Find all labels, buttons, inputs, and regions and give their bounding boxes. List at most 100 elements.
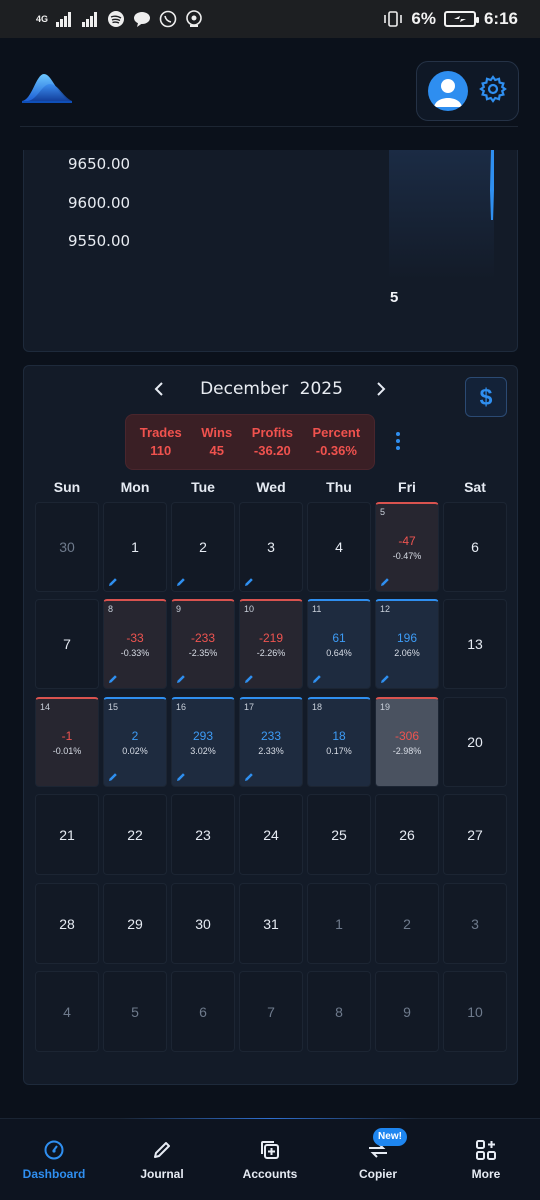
calendar-day[interactable]: 5 -47 -0.47% — [375, 502, 439, 592]
calendar-day[interactable]: 13 — [443, 599, 507, 689]
calendar-day[interactable]: 3 — [239, 502, 303, 592]
edit-pencil-icon[interactable] — [107, 672, 119, 684]
next-month-button[interactable] — [368, 376, 394, 402]
currency-toggle-button[interactable]: $ — [465, 377, 507, 417]
header-divider — [20, 126, 518, 127]
day-number: 6 — [471, 539, 479, 555]
nav-dashboard[interactable]: Dashboard — [14, 1139, 94, 1181]
calendar-day[interactable]: 11 61 0.64% — [307, 599, 371, 689]
edit-pencil-icon[interactable] — [379, 575, 391, 587]
edit-pencil-icon[interactable] — [175, 770, 187, 782]
day-number: 31 — [263, 915, 279, 932]
calendar-day[interactable]: 9 — [375, 971, 439, 1052]
chat-icon — [132, 10, 152, 28]
edit-pencil-icon[interactable] — [243, 672, 255, 684]
calendar-day[interactable]: 7 — [239, 971, 303, 1052]
calendar-day[interactable]: 9 -233 -2.35% — [171, 599, 235, 689]
day-number: 29 — [127, 915, 143, 932]
mountain-logo[interactable] — [22, 70, 72, 104]
day-pnl: 61 — [332, 631, 346, 645]
calendar-day[interactable]: 4 — [307, 502, 371, 592]
calendar-day[interactable]: 31 — [239, 883, 303, 964]
calendar-day[interactable]: 21 — [35, 794, 99, 875]
network-type: 4G — [36, 14, 49, 24]
calendar-day[interactable]: 1 — [307, 883, 371, 964]
stat-label: Profits — [251, 425, 293, 440]
calendar-day[interactable]: 8 -33 -0.33% — [103, 599, 167, 689]
app-icon — [184, 10, 204, 28]
day-number: 6 — [199, 1003, 207, 1020]
gear-icon[interactable] — [478, 74, 507, 108]
calendar-day[interactable]: 12 196 2.06% — [375, 599, 439, 689]
calendar-day[interactable]: 25 — [307, 794, 371, 875]
edit-pencil-icon[interactable] — [311, 672, 323, 684]
calendar-day[interactable]: 5 — [103, 971, 167, 1052]
calendar-day[interactable]: 20 — [443, 697, 507, 787]
calendar-day[interactable]: 6 — [171, 971, 235, 1052]
user-avatar-icon[interactable] — [428, 71, 469, 111]
day-number: 17 — [244, 702, 255, 712]
day-number: 11 — [312, 604, 322, 614]
day-percent: -2.98% — [392, 746, 422, 756]
edit-pencil-icon[interactable] — [175, 672, 187, 684]
calendar-day[interactable]: 8 — [307, 971, 371, 1052]
edit-pencil-icon[interactable] — [107, 770, 119, 782]
more-options-icon[interactable] — [394, 432, 402, 450]
day-number: 8 — [335, 1003, 343, 1020]
day-number: 3 — [267, 539, 275, 555]
calendar-day[interactable]: 2 — [171, 502, 235, 592]
calendar-day[interactable]: 30 — [35, 502, 99, 592]
nav-more[interactable]: More — [446, 1139, 526, 1181]
stat-label: Percent — [312, 425, 361, 440]
nav-journal[interactable]: Journal — [122, 1139, 202, 1181]
day-number: 10 — [244, 604, 255, 614]
calendar-day[interactable]: 10 — [443, 971, 507, 1052]
edit-pencil-icon[interactable] — [243, 575, 255, 587]
edit-pencil-icon[interactable] — [243, 770, 255, 782]
calendar-day[interactable]: 22 — [103, 794, 167, 875]
calendar-day[interactable]: 6 — [443, 502, 507, 592]
day-percent: -0.33% — [120, 648, 150, 658]
day-percent: -0.01% — [52, 746, 82, 756]
app-header — [0, 38, 540, 150]
calendar-day[interactable]: 29 — [103, 883, 167, 964]
day-pnl: -1 — [61, 729, 73, 743]
calendar-day[interactable]: 26 — [375, 794, 439, 875]
calendar-day[interactable]: 10 -219 -2.26% — [239, 599, 303, 689]
day-number: 24 — [263, 826, 279, 843]
calendar-day[interactable]: 19 -306 -2.98% — [375, 697, 439, 787]
calendar-day[interactable]: 23 — [171, 794, 235, 875]
day-number: 10 — [467, 1003, 483, 1020]
day-pnl: -233 — [190, 631, 216, 645]
day-number: 2 — [403, 915, 411, 932]
calendar-day[interactable]: 30 — [171, 883, 235, 964]
day-percent: -2.26% — [256, 648, 286, 658]
day-number: 1 — [131, 539, 139, 555]
edit-pencil-icon[interactable] — [379, 672, 391, 684]
day-percent: 2.06% — [394, 648, 420, 658]
day-number: 9 — [403, 1003, 411, 1020]
calendar-day[interactable]: 18 18 0.17% — [307, 697, 371, 787]
edit-pencil-icon[interactable] — [107, 575, 119, 587]
prev-month-button[interactable] — [146, 376, 172, 402]
new-badge: New! — [373, 1128, 407, 1146]
equity-chart: 9650.00 9600.00 9550.00 5 — [23, 150, 518, 352]
calendar-day[interactable]: 3 — [443, 883, 507, 964]
stat-profits: Profits -36.20 — [252, 424, 293, 460]
calendar-day[interactable]: 16 293 3.02% — [171, 697, 235, 787]
pencil-icon — [151, 1139, 173, 1161]
nav-accounts[interactable]: Accounts — [230, 1139, 310, 1181]
calendar-day[interactable]: 17 233 2.33% — [239, 697, 303, 787]
edit-pencil-icon[interactable] — [175, 575, 187, 587]
calendar-day[interactable]: 4 — [35, 971, 99, 1052]
calendar-day[interactable]: 28 — [35, 883, 99, 964]
calendar-day[interactable]: 15 2 0.02% — [103, 697, 167, 787]
calendar-day[interactable]: 2 — [375, 883, 439, 964]
weekday-label: Sun — [53, 479, 81, 495]
calendar-day[interactable]: 27 — [443, 794, 507, 875]
calendar-day[interactable]: 14 -1 -0.01% — [35, 697, 99, 787]
calendar-day[interactable]: 1 — [103, 502, 167, 592]
calendar-day[interactable]: 7 — [35, 599, 99, 689]
y-tick-label: 9650.00 — [68, 155, 131, 173]
calendar-day[interactable]: 24 — [239, 794, 303, 875]
